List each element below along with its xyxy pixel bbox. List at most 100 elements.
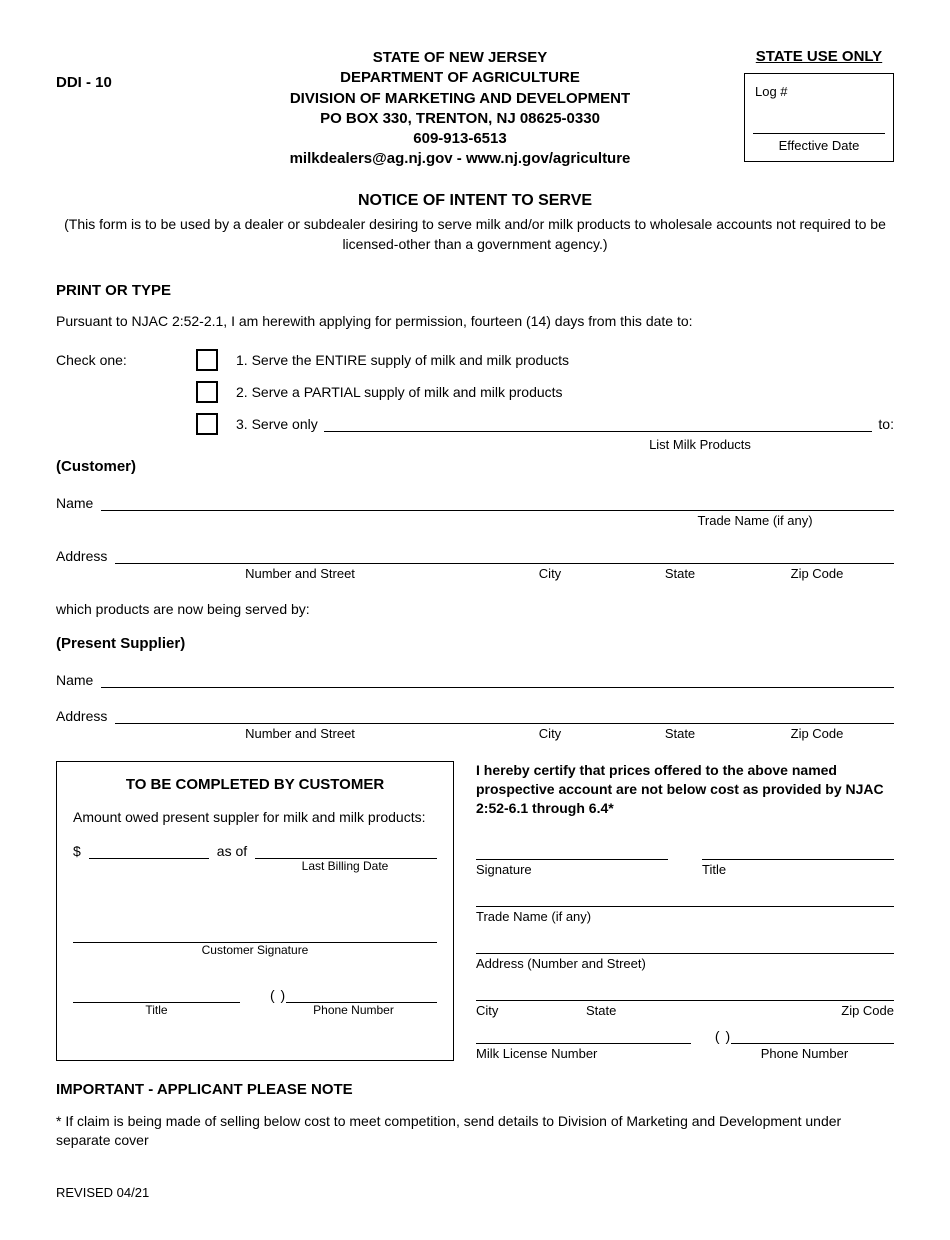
sup-city-label: City	[480, 726, 620, 741]
trade-name-input[interactable]	[476, 891, 894, 907]
trade-name-label-right: Trade Name (if any)	[476, 909, 894, 924]
list-milk-row: List Milk Products	[56, 435, 894, 452]
header-line-6: milkdealers@ag.nj.gov - www.nj.gov/agric…	[176, 149, 744, 169]
supplier-address-sublabels: Number and Street City State Zip Code	[56, 726, 894, 741]
supplier-address-label: Address	[56, 708, 107, 724]
customer-name-label: Name	[56, 495, 93, 511]
customer-address-row: Address	[56, 546, 894, 564]
list-milk-label: List Milk Products	[536, 437, 864, 452]
trade-name-row: Trade Name (if any)	[476, 891, 894, 924]
title-label-right: Title	[702, 862, 894, 877]
address-input-right[interactable]	[476, 938, 894, 954]
address-row-right: Address (Number and Street)	[476, 938, 894, 971]
log-number-label: Log #	[755, 84, 883, 99]
last-billing-label: Last Billing Date	[253, 859, 437, 873]
csz-input[interactable]	[476, 985, 894, 1001]
customer-phone-input[interactable]	[286, 987, 437, 1003]
certification-text: I hereby certify that prices offered to …	[476, 761, 894, 818]
header-line-1: STATE OF NEW JERSEY	[176, 48, 744, 68]
state-use-title: STATE USE ONLY	[744, 48, 894, 65]
header-line-2: DEPARTMENT OF AGRICULTURE	[176, 68, 744, 88]
note-text: * If claim is being made of selling belo…	[56, 1112, 894, 1151]
important-heading: IMPORTANT - APPLICANT PLEASE NOTE	[56, 1081, 894, 1098]
amount-row: $ as of	[73, 843, 437, 859]
header-row: DDI - 10 STATE OF NEW JERSEY DEPARTMENT …	[56, 48, 894, 170]
milk-license-input[interactable]	[476, 1028, 691, 1044]
sig-title-row: Signature Title	[476, 844, 894, 877]
supplier-heading: (Present Supplier)	[56, 635, 894, 652]
amount-input[interactable]	[89, 843, 209, 859]
cust-numstreet-label: Number and Street	[120, 566, 480, 581]
print-or-type-label: PRINT OR TYPE	[56, 282, 894, 299]
customer-completion-box: TO BE COMPLETED BY CUSTOMER Amount owed …	[56, 761, 454, 1061]
address-label-right: Address (Number and Street)	[476, 956, 894, 971]
customer-phone-label: Phone Number	[270, 1003, 437, 1017]
customer-address-label: Address	[56, 548, 107, 564]
phone-input-right[interactable]	[731, 1028, 894, 1044]
title-phone-row: Title ( ) Phone Number	[73, 987, 437, 1017]
effective-date-label: Effective Date	[753, 133, 885, 153]
cust-city-label: City	[480, 566, 620, 581]
dollar-sign: $	[73, 843, 81, 859]
supplier-name-row: Name	[56, 670, 894, 688]
header-line-4: PO BOX 330, TRENTON, NJ 08625-0330	[176, 109, 744, 129]
title-input[interactable]	[702, 844, 894, 860]
sup-zip-label: Zip Code	[740, 726, 894, 741]
check-option-1: 1. Serve the ENTIRE supply of milk and m…	[236, 352, 569, 368]
form-page: DDI - 10 STATE OF NEW JERSEY DEPARTMENT …	[0, 0, 950, 1240]
customer-title-label: Title	[73, 1003, 240, 1017]
customer-signature-line[interactable]	[73, 903, 437, 943]
left-box-subtitle: Amount owed present suppler for milk and…	[73, 809, 437, 825]
phone-paren-left: ( )	[270, 987, 286, 1003]
signature-label: Signature	[476, 862, 668, 877]
two-column-section: TO BE COMPLETED BY CUSTOMER Amount owed …	[56, 761, 894, 1061]
supplier-name-label: Name	[56, 672, 93, 688]
milk-license-label: Milk License Number	[476, 1046, 691, 1061]
supplier-name-input[interactable]	[101, 670, 894, 688]
checkbox-1[interactable]	[196, 349, 218, 371]
check-one-label: Check one:	[56, 352, 196, 368]
customer-address-sublabels: Number and Street City State Zip Code	[56, 566, 894, 581]
served-by-text: which products are now being served by:	[56, 601, 894, 617]
serve-only-input-line[interactable]	[324, 416, 873, 432]
customer-signature-label: Customer Signature	[73, 943, 437, 957]
revised-label: REVISED 04/21	[56, 1185, 894, 1200]
phone-paren-right: ( )	[715, 1028, 731, 1044]
customer-name-input[interactable]	[101, 493, 894, 511]
city-label-right: City	[476, 1003, 586, 1018]
trade-name-label: Trade Name (if any)	[616, 513, 894, 528]
customer-name-row: Name	[56, 493, 894, 511]
notice-subtitle: (This form is to be used by a dealer or …	[56, 214, 894, 255]
supplier-address-input[interactable]	[115, 706, 894, 724]
left-box-title: TO BE COMPLETED BY CUSTOMER	[73, 776, 437, 793]
signature-input[interactable]	[476, 844, 668, 860]
sup-numstreet-label: Number and Street	[120, 726, 480, 741]
certification-column: I hereby certify that prices offered to …	[476, 761, 894, 1061]
state-label-right: State	[586, 1003, 716, 1018]
header-center: STATE OF NEW JERSEY DEPARTMENT OF AGRICU…	[176, 48, 744, 170]
customer-heading: (Customer)	[56, 458, 894, 475]
header-line-3: DIVISION OF MARKETING AND DEVELOPMENT	[176, 89, 744, 109]
amount-sublabels: Last Billing Date	[73, 859, 437, 873]
notice-title: NOTICE OF INTENT TO SERVE	[56, 192, 894, 210]
cust-state-label: State	[620, 566, 740, 581]
customer-name-sublabels: Trade Name (if any)	[56, 513, 894, 528]
zip-label-right: Zip Code	[716, 1003, 894, 1018]
checkbox-3[interactable]	[196, 413, 218, 435]
cust-zip-label: Zip Code	[740, 566, 894, 581]
check-option-3-prefix: 3. Serve only	[236, 416, 318, 432]
license-phone-row: Milk License Number ( ) Phone Number	[476, 1028, 894, 1061]
checkbox-2[interactable]	[196, 381, 218, 403]
form-code: DDI - 10	[56, 48, 176, 91]
check-option-3-to: to:	[878, 416, 894, 432]
phone-label-right: Phone Number	[715, 1046, 894, 1061]
customer-title-input[interactable]	[73, 987, 240, 1003]
billing-date-input[interactable]	[255, 843, 437, 859]
state-use-inner: Log # Effective Date	[744, 73, 894, 162]
sup-state-label: State	[620, 726, 740, 741]
check-row-1: Check one: 1. Serve the ENTIRE supply of…	[56, 349, 894, 371]
check-row-2: 2. Serve a PARTIAL supply of milk and mi…	[56, 381, 894, 403]
customer-address-input[interactable]	[115, 546, 894, 564]
state-use-box: STATE USE ONLY Log # Effective Date	[744, 48, 894, 162]
city-state-zip-row: City State Zip Code	[476, 985, 894, 1018]
